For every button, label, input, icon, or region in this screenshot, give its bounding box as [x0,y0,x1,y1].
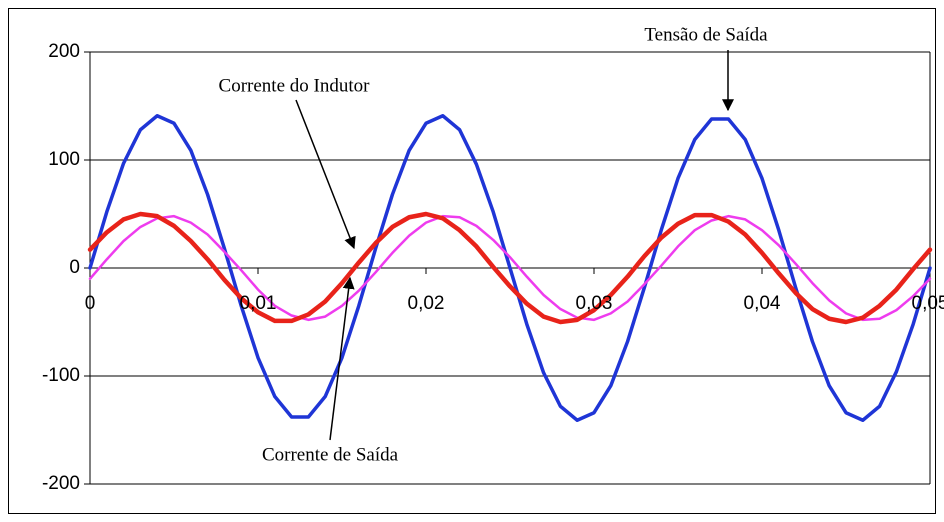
x-tick-label: 0,01 [240,293,277,314]
x-tick-label: 0,05 [912,293,944,314]
y-tick-label: 0 [69,257,80,278]
x-tick-label: 0,03 [576,293,613,314]
series-line [88,214,932,322]
annotation: Tensão de Saída [644,24,768,45]
annotation: Corrente de Saída [262,444,399,465]
y-tick-label: -200 [42,473,80,494]
y-tick-label: 200 [48,41,80,62]
y-tick-label: -100 [42,365,80,386]
chart-frame [8,8,936,514]
x-tick-label: 0 [85,293,96,314]
annotation-arrow [329,276,355,441]
x-tick-label: 0,02 [408,293,445,314]
series-line [88,113,932,423]
x-tick-label: 0,04 [744,293,781,314]
y-tick-label: 100 [48,149,80,170]
series-line [87,211,933,325]
series-lines [87,113,933,423]
annotation-arrow [295,99,356,250]
tick-labels: -200 -100 0 100 200 0 0,01 0,02 0,03 0,04 0,05 [42,41,944,494]
annotation: Corrente do Indutor [219,75,371,96]
